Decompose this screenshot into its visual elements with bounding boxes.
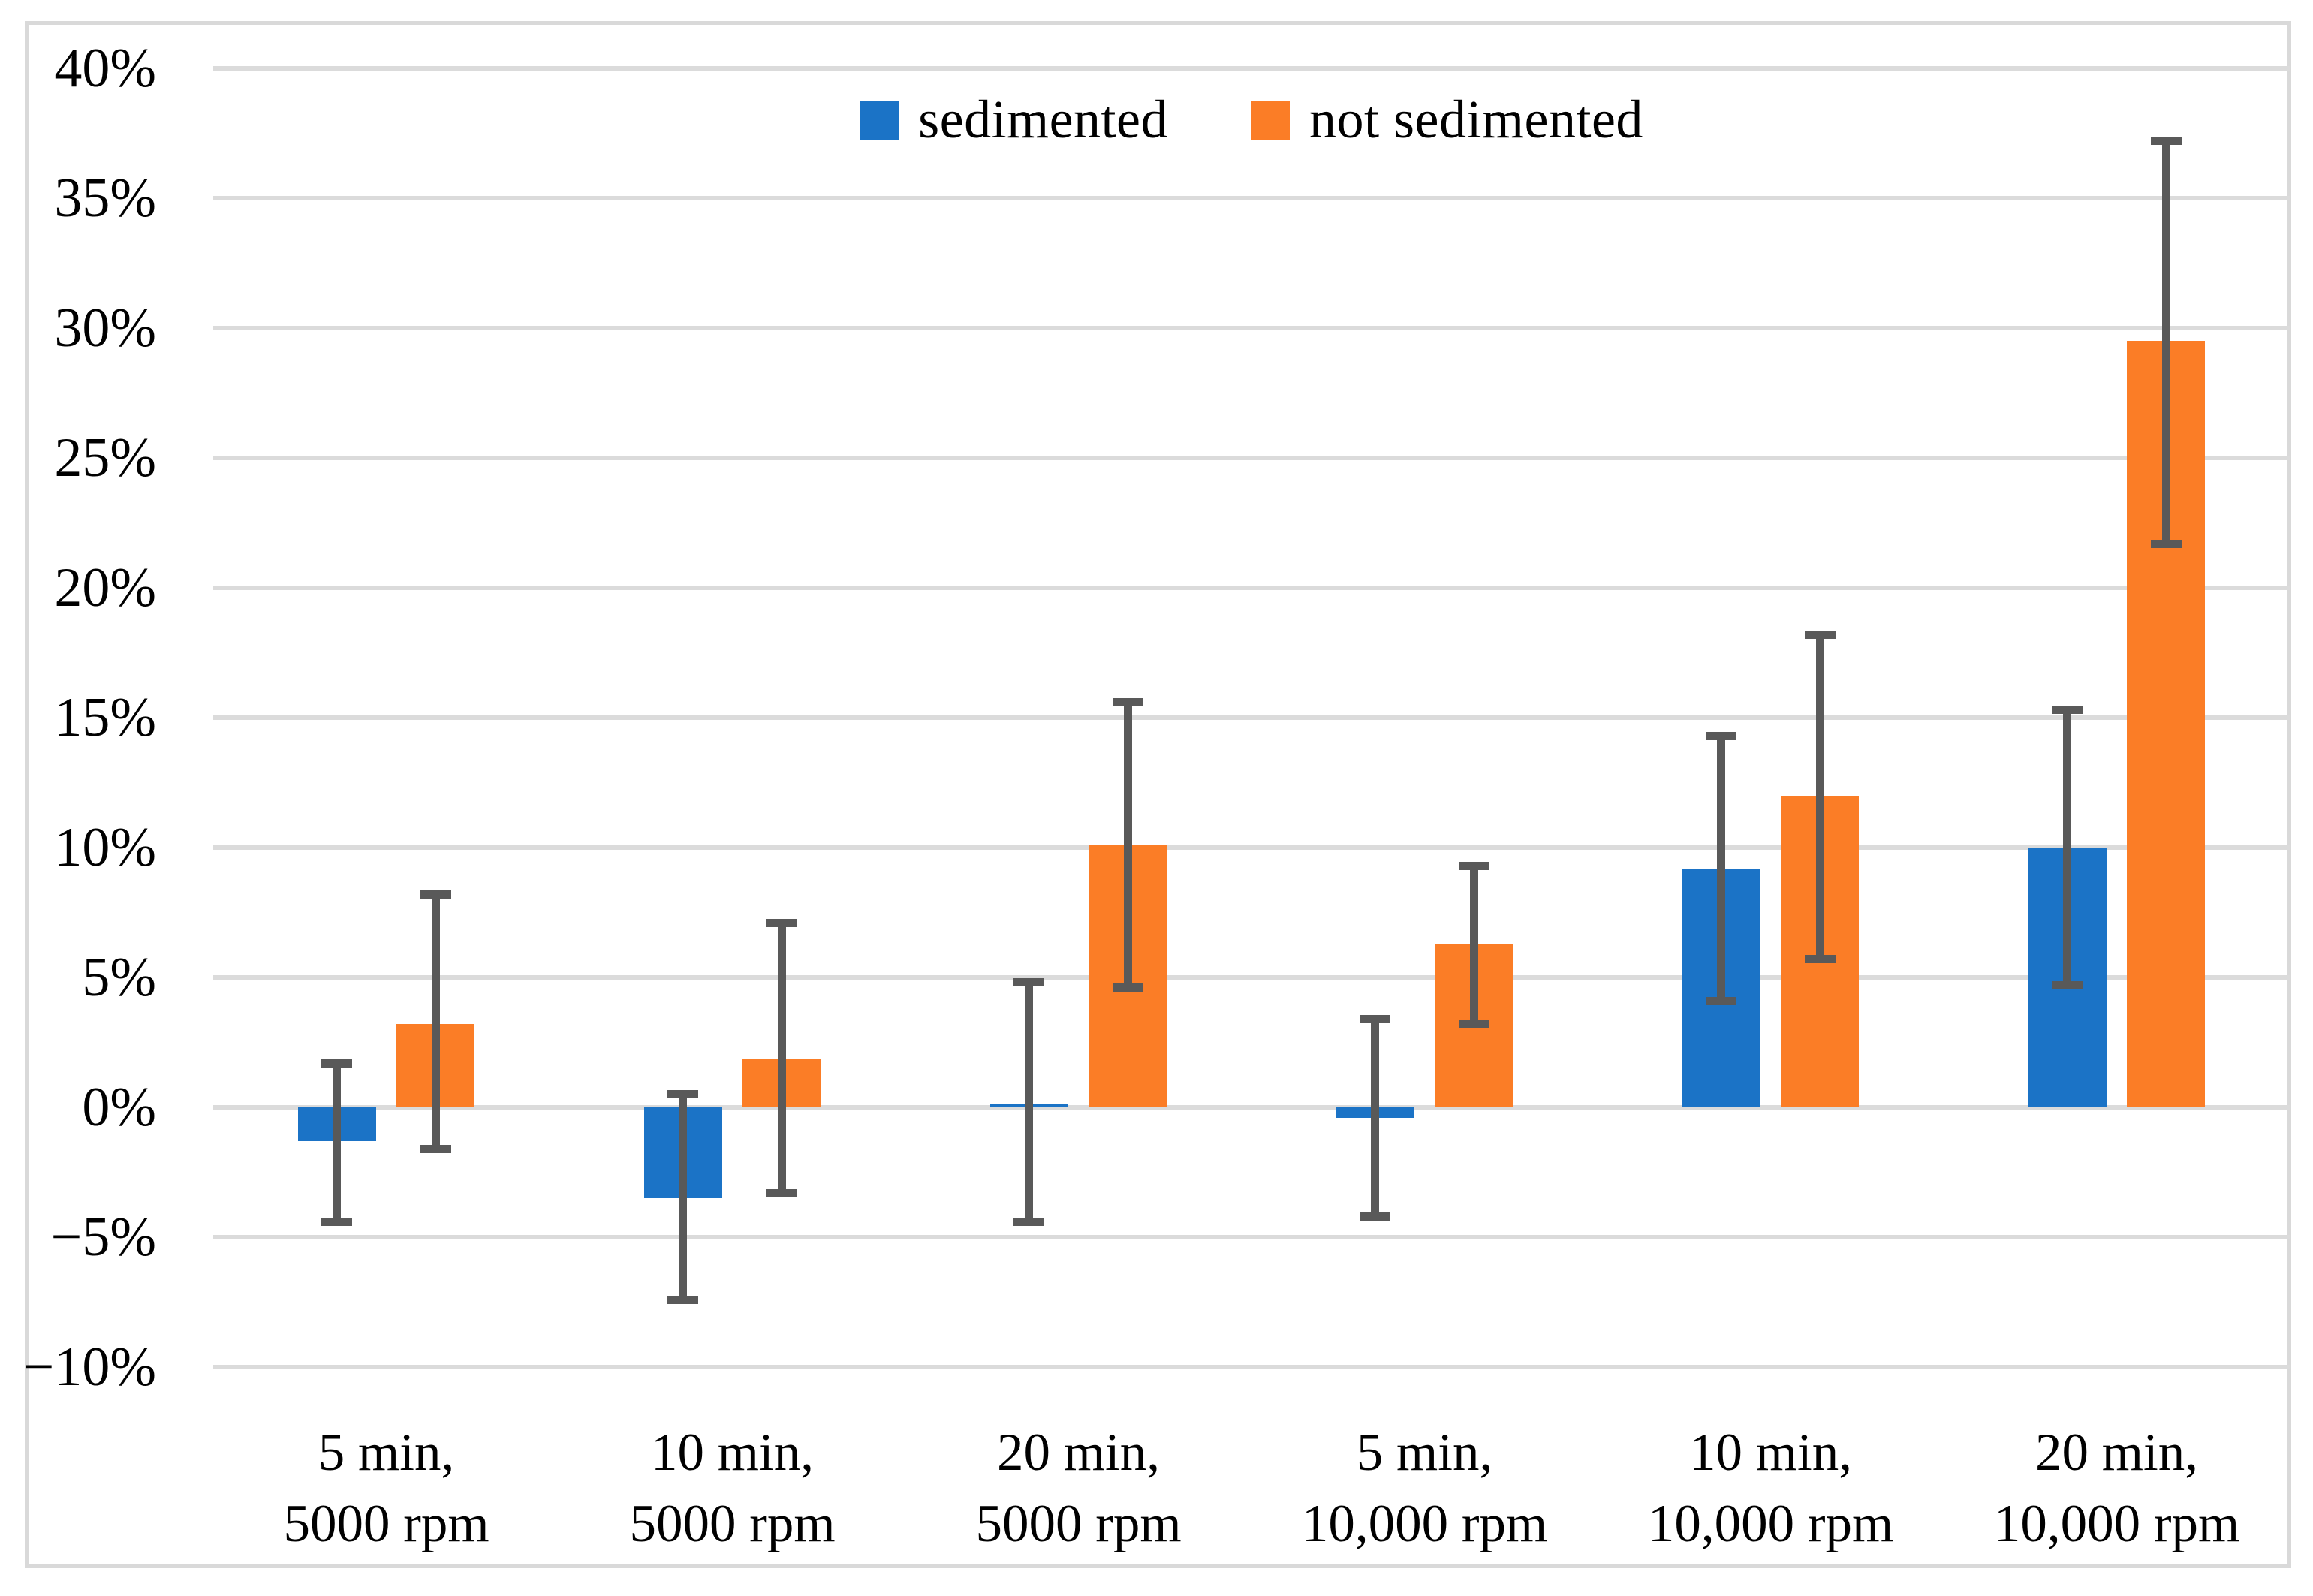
y-axis-tick-label: −10%	[23, 1336, 156, 1398]
error-bar-sedimented-1	[679, 1094, 688, 1300]
error-cap-top-not-sedimented-4	[1804, 630, 1836, 639]
x-axis-category-label: 20 min, 10,000 rpm	[1993, 1423, 2240, 1553]
error-cap-top-sedimented-1	[667, 1090, 699, 1099]
error-cap-top-not-sedimented-0	[420, 890, 451, 899]
gridline	[213, 1105, 2290, 1110]
y-axis-tick-label: 0%	[82, 1077, 156, 1138]
error-bar-not-sedimented-5	[2161, 140, 2170, 544]
x-axis-category-label: 20 min, 5000 rpm	[975, 1423, 1182, 1553]
gridline	[213, 1365, 2290, 1369]
error-cap-bottom-not-sedimented-4	[1804, 955, 1836, 964]
gridline	[213, 715, 2290, 720]
error-cap-bottom-sedimented-3	[1360, 1212, 1391, 1221]
error-cap-bottom-sedimented-4	[1706, 996, 1737, 1005]
gridline	[213, 326, 2290, 330]
gridline	[213, 586, 2290, 590]
error-cap-top-not-sedimented-3	[1458, 861, 1489, 870]
error-cap-bottom-sedimented-1	[667, 1295, 699, 1304]
error-cap-bottom-not-sedimented-0	[420, 1144, 451, 1153]
error-cap-top-not-sedimented-1	[766, 918, 797, 927]
chart-frame	[25, 21, 2291, 1568]
error-bar-sedimented-0	[333, 1063, 342, 1222]
gridline	[213, 66, 2290, 71]
gridline	[213, 975, 2290, 980]
legend-item-not-sedimented: not sedimented	[1251, 89, 1643, 151]
error-cap-bottom-not-sedimented-5	[2150, 539, 2182, 548]
legend-swatch-sedimented-icon	[860, 100, 899, 140]
error-cap-bottom-not-sedimented-2	[1112, 983, 1143, 992]
y-axis-tick-label: 40%	[54, 38, 156, 99]
error-cap-top-sedimented-4	[1706, 731, 1737, 740]
y-axis-tick-label: 35%	[54, 167, 156, 229]
y-axis-tick-label: 5%	[82, 947, 156, 1008]
x-axis-category-label: 10 min, 5000 rpm	[629, 1423, 836, 1553]
error-cap-bottom-sedimented-2	[1013, 1217, 1045, 1226]
error-cap-top-not-sedimented-2	[1112, 697, 1143, 706]
legend-label-sedimented: sedimented	[918, 89, 1168, 149]
y-axis-tick-label: 25%	[54, 427, 156, 489]
error-cap-bottom-sedimented-0	[321, 1217, 353, 1226]
error-bar-not-sedimented-4	[1815, 634, 1824, 959]
legend: sedimented not sedimented	[213, 89, 2290, 151]
x-axis-category-label: 5 min, 5000 rpm	[283, 1423, 489, 1553]
gridline	[213, 456, 2290, 460]
legend-label-not-sedimented: not sedimented	[1309, 89, 1643, 149]
error-cap-bottom-not-sedimented-3	[1458, 1019, 1489, 1028]
error-cap-bottom-not-sedimented-1	[766, 1188, 797, 1197]
error-bar-sedimented-2	[1025, 982, 1034, 1222]
y-axis-tick-label: 30%	[54, 297, 156, 359]
gridline	[213, 1235, 2290, 1239]
error-bar-sedimented-4	[1717, 736, 1726, 1001]
gridline	[213, 196, 2290, 200]
x-axis-category-label: 10 min, 10,000 rpm	[1647, 1423, 1894, 1553]
error-cap-top-sedimented-2	[1013, 978, 1045, 987]
gridline	[213, 845, 2290, 850]
error-bar-sedimented-5	[2063, 709, 2072, 986]
error-cap-top-sedimented-0	[321, 1058, 353, 1068]
error-bar-sedimented-3	[1371, 1019, 1380, 1217]
error-cap-top-sedimented-3	[1360, 1014, 1391, 1023]
error-bar-not-sedimented-1	[777, 923, 786, 1194]
error-cap-top-not-sedimented-5	[2150, 137, 2182, 146]
legend-swatch-not-sedimented-icon	[1251, 100, 1290, 140]
error-bar-not-sedimented-2	[1123, 702, 1132, 988]
error-cap-bottom-sedimented-5	[2052, 980, 2083, 989]
x-axis-category-label: 5 min, 10,000 rpm	[1301, 1423, 1548, 1553]
error-bar-not-sedimented-0	[431, 894, 440, 1149]
y-axis-tick-label: 15%	[54, 687, 156, 748]
y-axis-tick-label: 10%	[54, 817, 156, 878]
y-axis-tick-label: 20%	[54, 557, 156, 619]
error-cap-top-sedimented-5	[2052, 706, 2083, 715]
error-bar-not-sedimented-3	[1469, 866, 1478, 1025]
legend-item-sedimented: sedimented	[860, 89, 1168, 151]
y-axis-tick-label: −5%	[50, 1206, 156, 1268]
